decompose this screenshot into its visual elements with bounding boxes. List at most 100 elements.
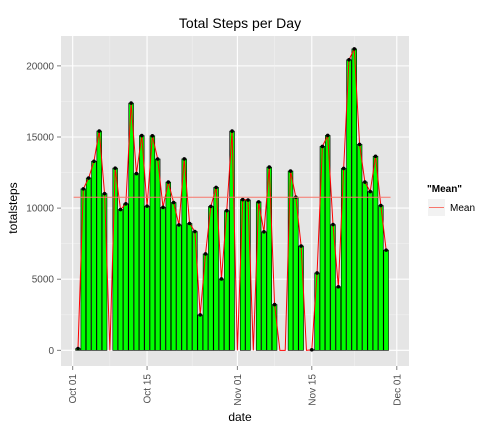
data-point xyxy=(240,197,245,202)
bar xyxy=(176,224,182,351)
data-point xyxy=(214,185,218,190)
data-point xyxy=(203,252,208,256)
data-point xyxy=(299,244,303,248)
data-point xyxy=(76,346,80,351)
data-point xyxy=(97,129,102,133)
bar xyxy=(261,231,267,351)
data-point xyxy=(315,271,319,275)
y-axis-title: totalsteps xyxy=(6,182,20,233)
data-point xyxy=(262,230,266,234)
x-tick-label: Nov 15 xyxy=(307,374,318,406)
legend: "Mean" Mean xyxy=(427,184,475,216)
bar xyxy=(314,272,320,351)
y-tick-label: 5000 xyxy=(32,275,55,286)
bar xyxy=(149,135,156,351)
data-point xyxy=(193,229,197,234)
data-point xyxy=(256,200,261,204)
data-point xyxy=(331,222,335,227)
data-point xyxy=(187,221,192,226)
x-tick-label: Dec 01 xyxy=(392,374,403,406)
bar xyxy=(271,304,278,351)
x-axis: Oct 01 Oct 15 Nov 01 Nov 15 Dec 01 xyxy=(68,366,403,406)
bar xyxy=(80,188,87,351)
bar xyxy=(160,207,166,351)
data-point xyxy=(166,180,171,184)
bar xyxy=(266,166,272,351)
data-point xyxy=(357,142,362,147)
x-tick-label: Oct 15 xyxy=(143,374,154,404)
data-point xyxy=(182,157,187,161)
bar xyxy=(197,314,203,351)
data-point xyxy=(161,205,165,210)
data-point xyxy=(86,176,91,180)
x-tick-label: Nov 01 xyxy=(233,374,244,406)
bar xyxy=(255,201,262,351)
bar xyxy=(298,245,304,351)
bar xyxy=(208,206,214,351)
data-point xyxy=(368,189,373,194)
bar xyxy=(112,167,118,351)
y-tick-label: 0 xyxy=(48,346,54,357)
bar xyxy=(123,203,129,351)
bar xyxy=(91,160,97,351)
data-point xyxy=(81,187,86,191)
data-point xyxy=(113,166,117,170)
bar xyxy=(155,158,161,351)
data-point xyxy=(347,57,351,62)
data-point xyxy=(198,313,202,317)
y-axis: 0 5000 10000 15000 20000 xyxy=(26,61,61,357)
bar xyxy=(117,209,124,351)
bar xyxy=(101,193,108,351)
data-point xyxy=(230,129,234,133)
points xyxy=(76,47,388,352)
bar xyxy=(165,181,172,351)
bar xyxy=(293,196,299,351)
bar xyxy=(351,48,357,351)
bar xyxy=(139,135,145,351)
data-point xyxy=(246,198,250,202)
data-point xyxy=(336,284,341,289)
data-point xyxy=(272,302,277,307)
bar xyxy=(335,286,342,351)
bar xyxy=(362,181,368,351)
bar xyxy=(378,205,384,351)
bar xyxy=(240,199,246,351)
data-point xyxy=(118,207,123,212)
data-point xyxy=(139,133,144,138)
data-point xyxy=(219,277,224,281)
bar xyxy=(287,170,294,351)
bar xyxy=(85,177,92,351)
bar xyxy=(372,155,379,351)
data-point xyxy=(92,159,96,164)
y-tick-label: 15000 xyxy=(26,132,54,143)
data-point xyxy=(341,166,346,171)
bar xyxy=(356,144,363,351)
data-point xyxy=(145,204,149,208)
bar xyxy=(170,202,177,351)
data-point xyxy=(134,171,139,176)
data-point xyxy=(373,154,378,159)
bar xyxy=(218,278,225,351)
data-point xyxy=(155,157,160,161)
bar xyxy=(96,130,102,351)
y-tick-label: 10000 xyxy=(26,204,54,215)
y-tick-label: 20000 xyxy=(26,61,54,72)
data-point xyxy=(363,180,367,184)
bar xyxy=(383,249,389,351)
data-point xyxy=(379,203,383,208)
bar xyxy=(229,130,235,351)
data-point xyxy=(320,144,325,149)
bars xyxy=(75,48,389,351)
chart-title: Total Steps per Day xyxy=(179,15,301,31)
data-point xyxy=(129,101,133,105)
bar xyxy=(186,223,193,351)
data-point xyxy=(150,133,155,138)
data-point xyxy=(171,200,176,205)
bar xyxy=(367,191,373,351)
data-point xyxy=(288,169,293,173)
data-point xyxy=(309,347,314,352)
x-axis-title: date xyxy=(228,410,252,424)
bar xyxy=(181,158,187,351)
legend-title: "Mean" xyxy=(427,184,462,195)
bar xyxy=(245,199,251,351)
